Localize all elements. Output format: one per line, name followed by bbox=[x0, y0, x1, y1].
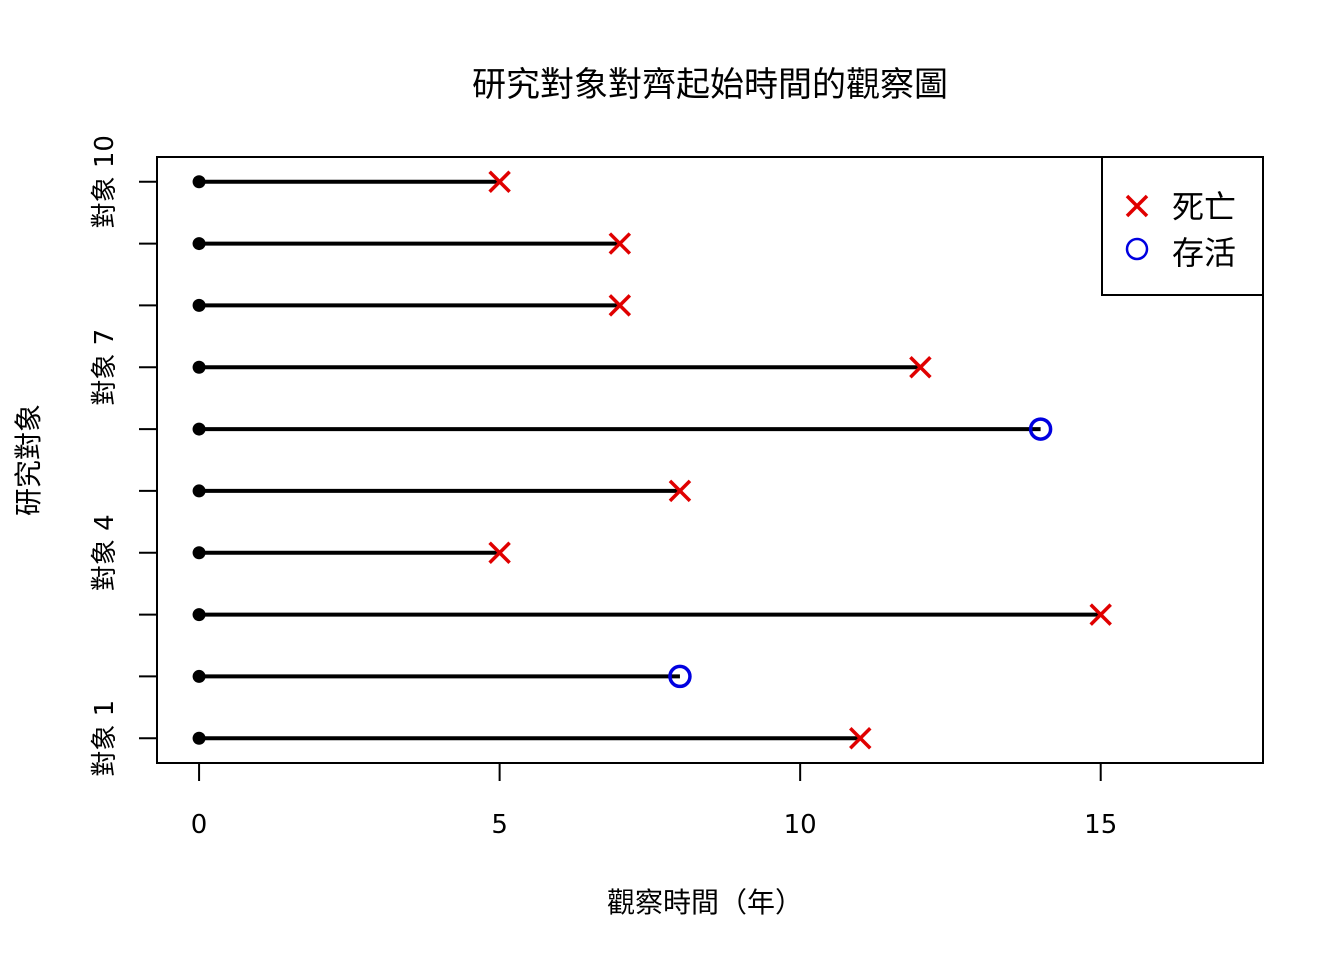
plot-frame bbox=[156, 156, 1264, 764]
legend-circle-marker bbox=[1125, 237, 1149, 261]
x-marker-stroke bbox=[849, 727, 872, 750]
y-tick-label: 對象 7 bbox=[90, 329, 120, 406]
legend-marker-alive bbox=[1125, 237, 1149, 261]
x-axis: 0 5 10 15 bbox=[191, 762, 1117, 840]
x-marker-stroke bbox=[1089, 603, 1112, 626]
x-marker-stroke bbox=[608, 294, 632, 317]
x-marker-stroke bbox=[668, 479, 692, 503]
start-point-1 bbox=[192, 731, 206, 745]
start-point-9 bbox=[192, 237, 206, 251]
death-marker-7 bbox=[909, 356, 932, 379]
start-point-4 bbox=[192, 546, 206, 560]
data-marks bbox=[192, 170, 1112, 750]
x-marker-stroke bbox=[909, 356, 932, 379]
x-tick-label: 0 bbox=[191, 810, 208, 840]
alive-marker-6 bbox=[1028, 417, 1053, 441]
x-marker-stroke bbox=[1125, 194, 1149, 218]
death-marker-4 bbox=[488, 541, 511, 564]
x-tick-label: 10 bbox=[784, 810, 817, 840]
x-marker-stroke bbox=[488, 170, 511, 193]
legend-label-death: 死亡 bbox=[1172, 188, 1236, 226]
death-marker-9 bbox=[608, 232, 632, 255]
start-point-10 bbox=[192, 175, 206, 189]
death-marker-8 bbox=[608, 294, 632, 317]
legend-box bbox=[1101, 156, 1264, 296]
start-point-3 bbox=[192, 608, 206, 622]
y-tick-label: 對象 4 bbox=[90, 514, 120, 591]
y-tick-label: 對象 1 bbox=[90, 700, 120, 777]
x-tick-label: 5 bbox=[491, 810, 508, 840]
legend-marker-death bbox=[1125, 194, 1149, 218]
x-axis-title: 觀察時間（年） bbox=[607, 886, 803, 919]
start-point-2 bbox=[192, 669, 206, 683]
legend-label-alive: 存活 bbox=[1172, 234, 1236, 272]
alive-marker-2 bbox=[668, 664, 692, 689]
x-marker-stroke bbox=[608, 232, 632, 255]
y-axis-title: 研究對象 bbox=[12, 404, 45, 516]
death-marker-1 bbox=[849, 727, 872, 750]
legend: 死亡 存活 bbox=[1101, 156, 1264, 296]
x-tick-label: 15 bbox=[1084, 810, 1117, 840]
start-point-7 bbox=[192, 360, 206, 374]
legend-x-marker bbox=[1125, 194, 1149, 218]
death-marker-5 bbox=[668, 479, 692, 503]
chart-title: 研究對象對齊起始時間的觀察圖 bbox=[472, 65, 948, 105]
start-point-8 bbox=[192, 298, 206, 312]
death-marker-3 bbox=[1089, 603, 1112, 626]
y-tick-label: 對象 10 bbox=[90, 135, 120, 228]
y-axis: 對象 1 對象 4 對象 7 對象 10 bbox=[90, 135, 158, 777]
x-marker-stroke bbox=[488, 541, 511, 564]
death-marker-10 bbox=[488, 170, 511, 193]
start-point-6 bbox=[192, 422, 206, 436]
start-point-5 bbox=[192, 484, 206, 498]
